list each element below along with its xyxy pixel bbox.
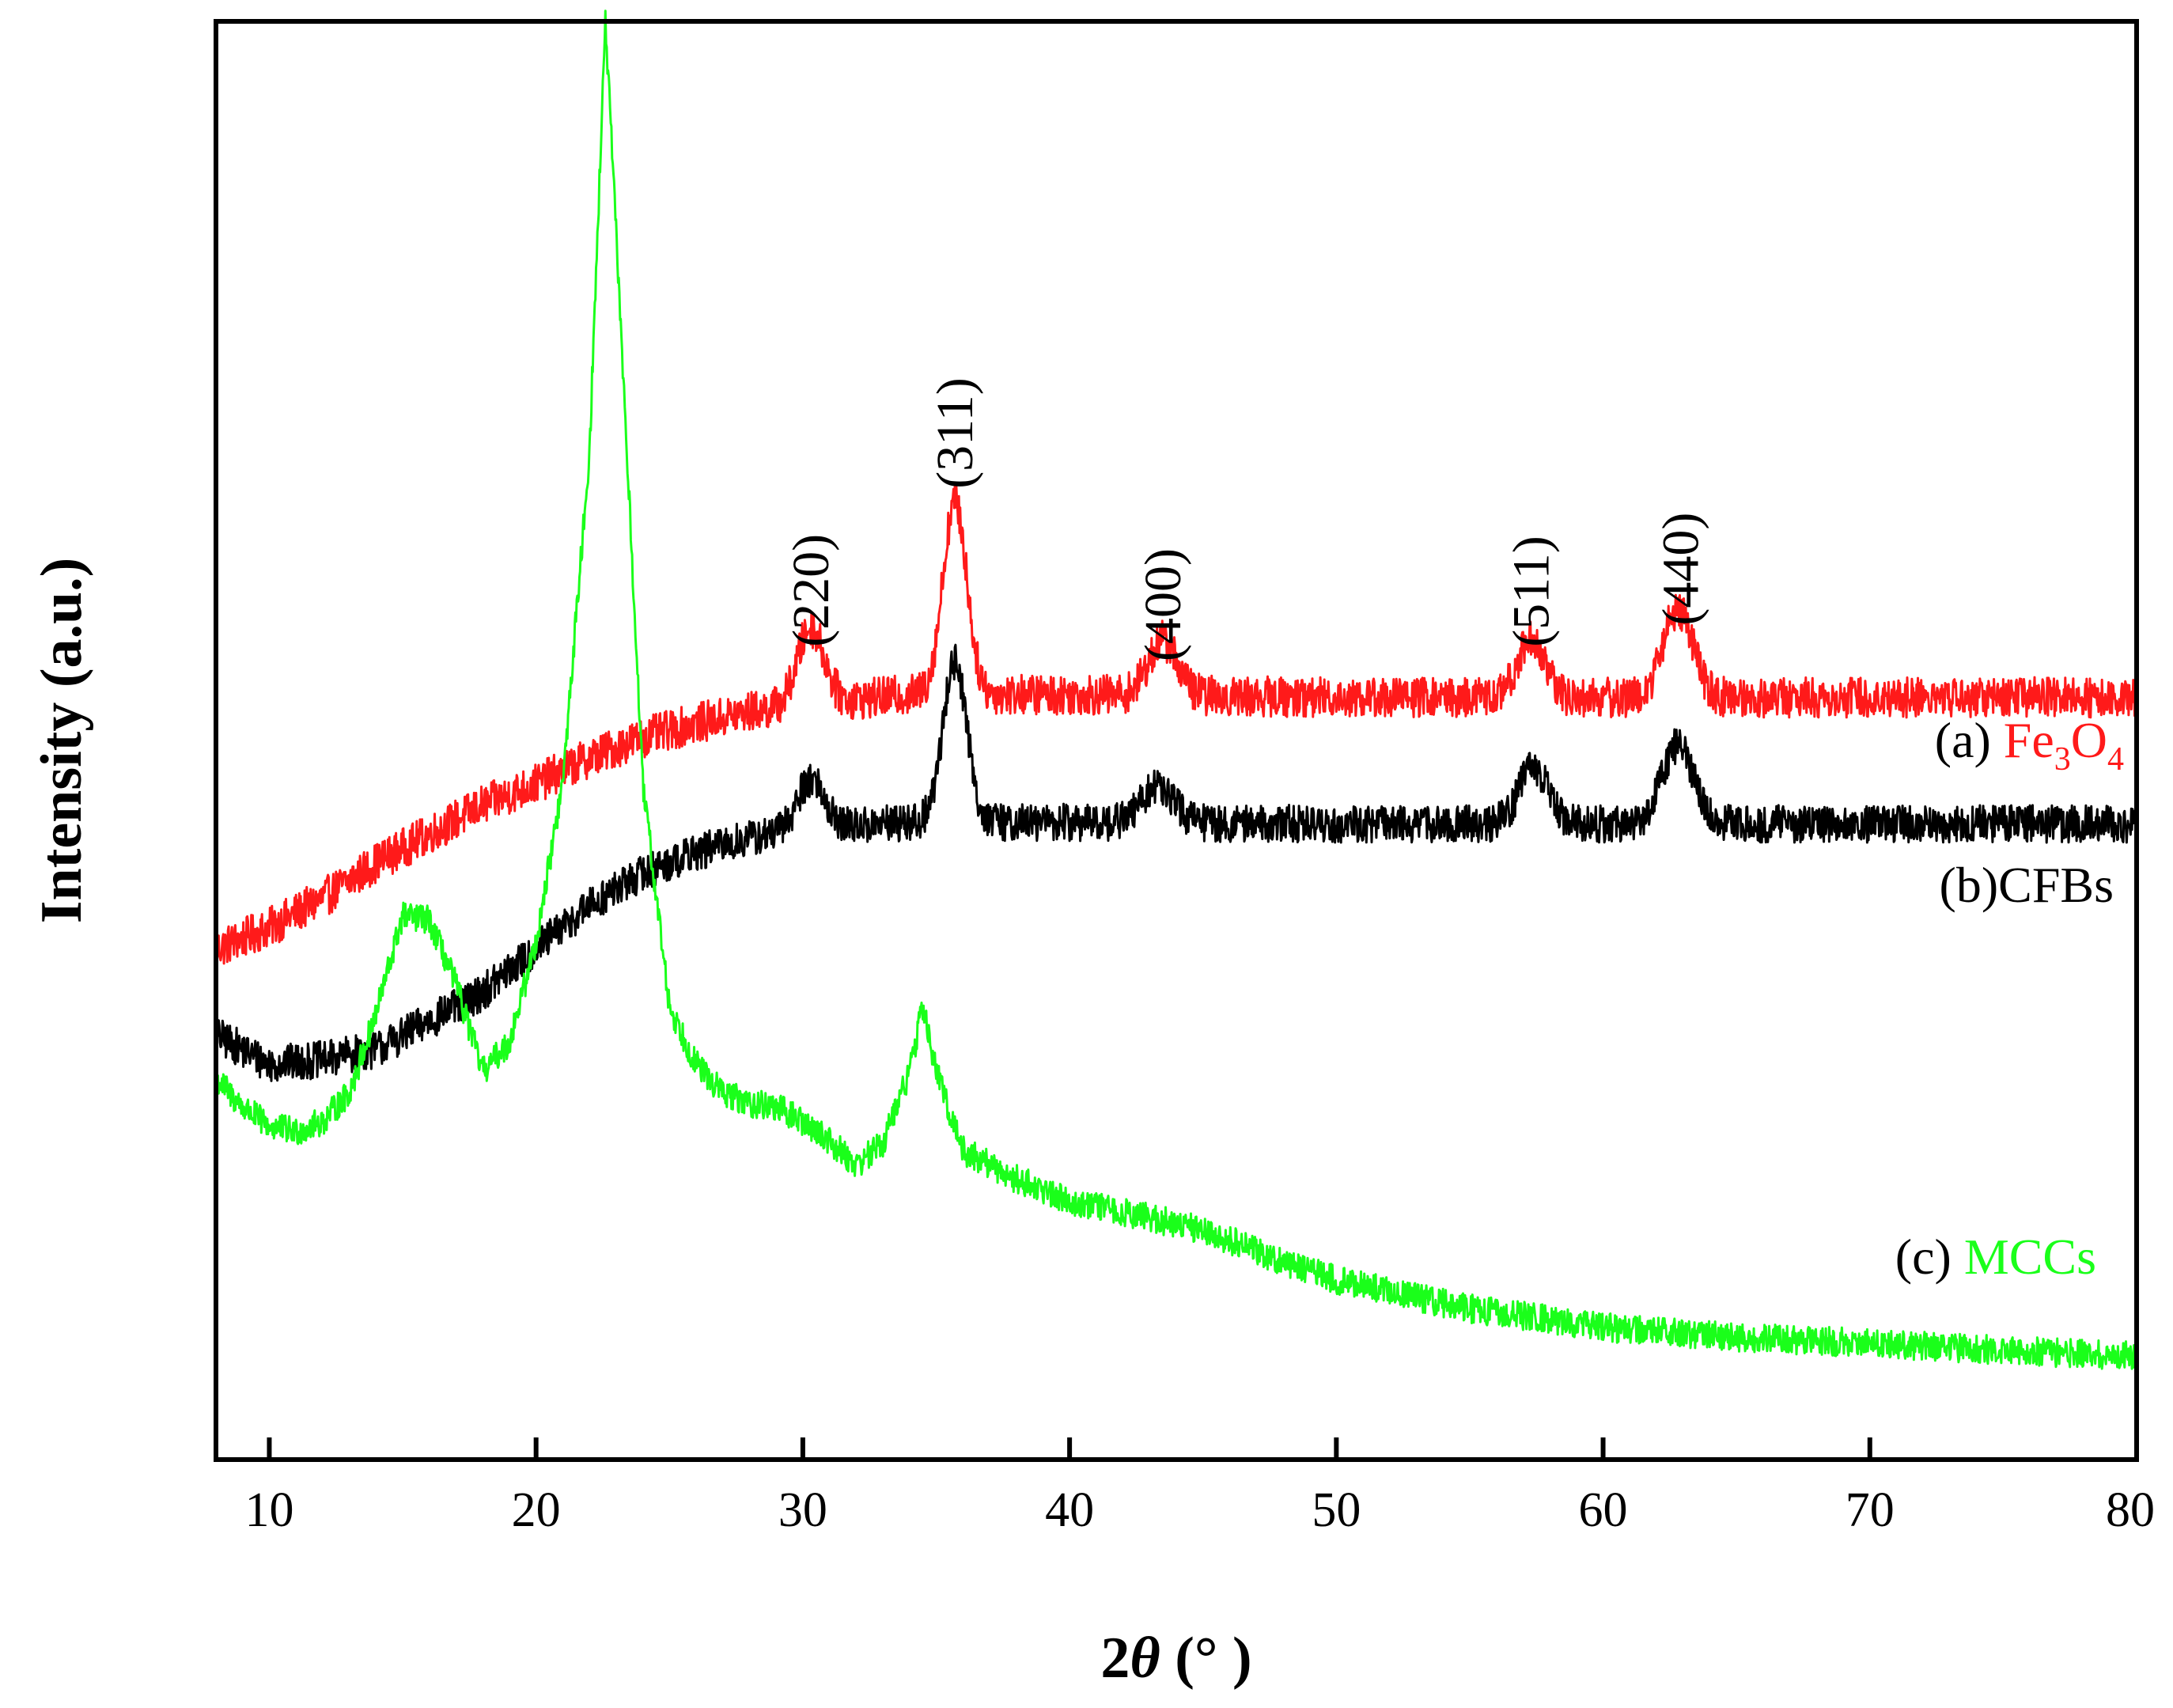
x-axis-ticks: 10 20 30 40 50 60 70 80 — [244, 1437, 2155, 1537]
x-tick-label: 80 — [2106, 1483, 2155, 1537]
x-tick-label: 70 — [1846, 1483, 1895, 1537]
x-tick-label: 60 — [1579, 1483, 1628, 1537]
legend-label-c-prefix: (c) — [1895, 1229, 1964, 1285]
legend-label-a-prefix: (a) — [1935, 712, 2004, 768]
series-line-b — [214, 643, 2138, 1082]
legend-label-a-subscript-4: 4 — [2107, 741, 2124, 778]
plot-frame — [214, 19, 2139, 1462]
legend-label-b: (b)CFBs — [1940, 857, 2114, 913]
legend-label-b-prefix: (b) — [1940, 857, 1999, 913]
legend-label-a-fe: Fe — [2004, 712, 2054, 768]
series-line-a — [214, 483, 2138, 965]
legend-label-a: (a) Fe3O4 — [1935, 712, 2124, 778]
peak-label: (220) — [782, 534, 840, 647]
peak-labels: (220) (311) (400) (511) (440) — [782, 377, 1709, 661]
legend-label-b-name: CFBs — [1998, 857, 2114, 913]
x-axis-title-theta: θ — [1130, 1626, 1160, 1691]
legend-label-a-o: O — [2071, 712, 2107, 768]
peak-label: (311) — [926, 377, 984, 489]
legend: (a) Fe3O4 (b)CFBs (c) MCCs — [1895, 712, 2124, 1285]
legend-label-c: (c) MCCs — [1895, 1229, 2096, 1285]
x-tick-label: 30 — [778, 1483, 827, 1537]
x-axis-title-prefix: 2 — [1100, 1626, 1130, 1691]
peak-label: (440) — [1652, 513, 1709, 626]
x-axis-title: 2θ (° ) — [1100, 1626, 1251, 1691]
peak-label: (400) — [1134, 548, 1192, 661]
series-line-c — [214, 9, 2138, 1370]
x-tick-label: 20 — [512, 1483, 561, 1537]
legend-label-c-name: MCCs — [1964, 1229, 2096, 1285]
legend-label-a-subscript-3: 3 — [2054, 741, 2071, 778]
y-axis-title: Intensity (a.u.) — [29, 558, 94, 924]
x-tick-label: 50 — [1312, 1483, 1361, 1537]
series-layer — [214, 9, 2138, 1370]
peak-label: (511) — [1503, 536, 1561, 647]
x-tick-label: 10 — [244, 1483, 293, 1537]
x-tick-label: 40 — [1045, 1483, 1094, 1537]
x-axis-title-unit: (° ) — [1160, 1626, 1252, 1691]
